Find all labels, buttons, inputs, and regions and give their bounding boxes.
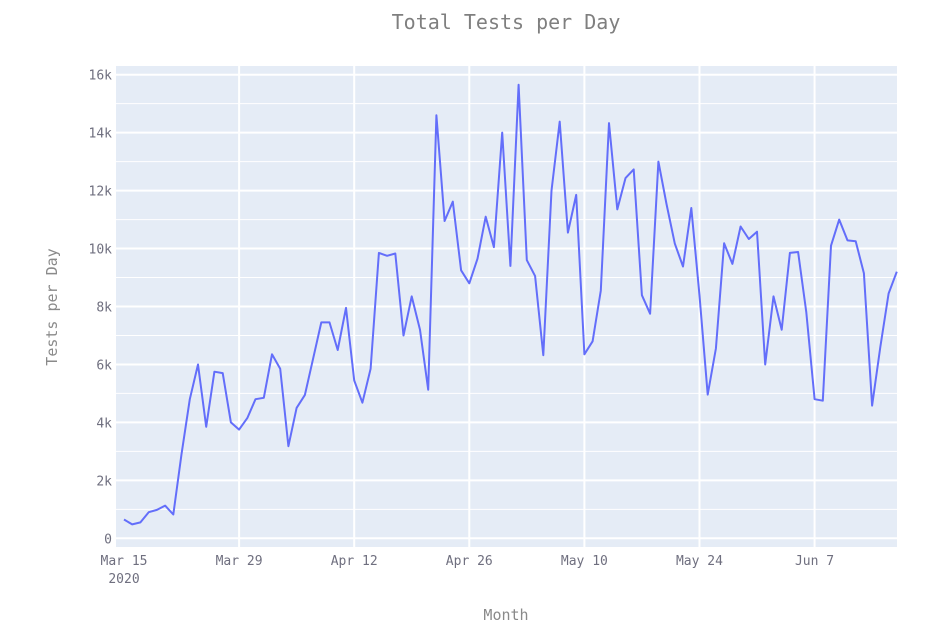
y-tick-label: 2k bbox=[96, 474, 112, 489]
chart-title: Total Tests per Day bbox=[392, 10, 621, 34]
y-tick-label: 6k bbox=[96, 358, 112, 373]
x-tick-label: Mar 15 bbox=[101, 554, 148, 569]
x-tick-label: Jun 7 bbox=[795, 554, 834, 569]
x-tick-year-label: 2020 bbox=[108, 572, 139, 587]
y-tick-label: 14k bbox=[89, 127, 113, 142]
y-axis-ticks: 0 2k 4k 6k 8k 10k 12k 14k 16k bbox=[89, 69, 113, 548]
x-axis-title: Month bbox=[483, 606, 528, 624]
y-tick-label: 4k bbox=[96, 416, 112, 431]
y-axis-title: Tests per Day bbox=[43, 248, 61, 365]
x-axis-ticks: Mar 15 Mar 29 Apr 12 Apr 26 May 10 May 24 Jun … bbox=[101, 554, 835, 587]
x-tick-label: May 10 bbox=[561, 554, 608, 569]
series-line bbox=[123, 83, 898, 526]
x-tick-label: May 24 bbox=[676, 554, 723, 569]
series-group bbox=[123, 83, 898, 526]
y-tick-label: 0 bbox=[104, 532, 112, 547]
y-tick-label: 8k bbox=[96, 301, 112, 316]
x-tick-label: Apr 12 bbox=[331, 554, 378, 569]
y-tick-label: 12k bbox=[89, 185, 113, 200]
y-tick-label: 16k bbox=[89, 69, 113, 84]
y-tick-label: 10k bbox=[89, 243, 113, 258]
x-tick-label: Mar 29 bbox=[216, 554, 263, 569]
x-tick-label: Apr 26 bbox=[446, 554, 493, 569]
